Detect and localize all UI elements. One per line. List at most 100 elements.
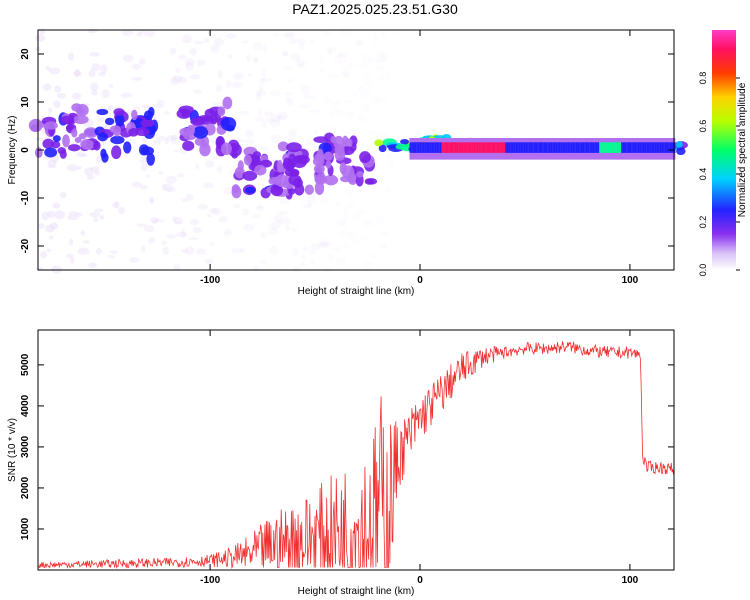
spectral-blob: [352, 212, 363, 221]
spectral-blob: [189, 74, 201, 80]
spectral-blob: [339, 162, 347, 175]
spectral-band-cell: [475, 142, 478, 153]
spectral-band-cell: [434, 142, 437, 153]
spectral-blob: [84, 167, 94, 177]
spectral-band-cell: [572, 142, 575, 153]
spectral-band-cell: [495, 142, 498, 153]
spectral-band-cell: [607, 142, 610, 153]
spectral-band-cell: [627, 142, 631, 153]
spectral-blob: [161, 183, 168, 191]
spectral-blob: [339, 222, 350, 227]
spectral-blob: [207, 213, 212, 218]
spectral-blob: [152, 140, 162, 145]
spectral-band-cell: [466, 142, 469, 153]
snr-x-ticks: -100 0 100: [200, 330, 639, 586]
spectral-blob: [193, 126, 209, 139]
spectral-band-cell: [459, 142, 463, 153]
spectral-band-cell: [592, 142, 595, 153]
spectral-blob: [87, 28, 98, 34]
spectral-blob: [94, 208, 104, 213]
colorbar-gradient: [712, 30, 736, 270]
spectral-band-cell: [429, 142, 432, 153]
spectral-band-cell: [654, 142, 657, 153]
spectral-blob: [100, 64, 108, 74]
spectral-blob: [47, 210, 56, 219]
spectral-blob: [309, 243, 321, 251]
spectral-blob: [65, 254, 74, 258]
spectral-band-cell: [589, 142, 592, 153]
y-tick-label: 20: [20, 48, 31, 60]
colorbar-tick-label: 0.0: [698, 264, 708, 277]
spectral-blob: [267, 227, 278, 236]
y-tick-label: -10: [20, 190, 31, 205]
spectral-blob: [44, 121, 58, 130]
spectral-blob: [74, 68, 80, 78]
spectral-blob: [182, 140, 195, 152]
spectral-band-cell: [490, 142, 493, 153]
spectral-blob: [110, 135, 125, 145]
spectral-blob: [382, 245, 387, 252]
spectral-blob: [357, 209, 367, 213]
spectral-band-cell: [624, 142, 627, 153]
spectral-blob: [243, 223, 255, 232]
spectral-blob: [130, 77, 143, 81]
spectral-blob: [209, 241, 215, 246]
spectral-blob: [95, 247, 102, 255]
spectral-blob: [239, 247, 246, 254]
spectral-blob: [157, 99, 165, 106]
spectral-blob: [45, 66, 51, 71]
spectral-blob: [234, 125, 240, 130]
spectral-blob: [34, 147, 43, 158]
spectral-blob: [48, 67, 61, 75]
spectral-amplitude-blobs: [28, 27, 688, 274]
spectral-blob: [345, 202, 355, 208]
spectral-band-cell: [553, 142, 557, 153]
spectral-blob: [346, 172, 357, 183]
spectral-blob: [290, 52, 300, 60]
spectral-blob: [162, 246, 170, 256]
spectral-blob: [360, 90, 370, 99]
spectral-blob: [299, 84, 312, 93]
spectral-band-cell: [641, 142, 644, 153]
spectral-blob: [48, 235, 54, 240]
spectral-blob: [286, 142, 302, 153]
spectral-blob: [97, 117, 105, 122]
spectral-blob: [374, 139, 383, 147]
spectral-blob: [319, 55, 325, 64]
spectral-band-cell: [560, 142, 563, 153]
spectral-blob: [328, 111, 335, 116]
spectral-blob: [246, 138, 254, 145]
spectral-blob: [67, 52, 75, 61]
spectral-blob: [97, 132, 109, 142]
spectral-band-cell: [651, 142, 654, 153]
spectral-band-cell: [558, 142, 562, 153]
spectral-blob: [253, 57, 259, 64]
spectral-blob: [140, 119, 155, 127]
spectral-blob: [156, 135, 167, 142]
spectral-blob: [295, 155, 310, 165]
spectral-blob: [153, 104, 165, 108]
spectral-blob: [378, 144, 387, 153]
spectral-band-cell: [621, 142, 624, 153]
spectral-blob: [288, 98, 293, 107]
spectral-blob: [358, 62, 369, 68]
spectral-blob: [353, 240, 362, 244]
spectral-blob: [317, 241, 329, 249]
spectral-blob: [269, 119, 281, 128]
spectral-blob: [284, 168, 300, 177]
spectral-blob: [66, 124, 74, 131]
spectral-blob: [261, 120, 267, 129]
spectral-blob: [252, 41, 264, 51]
spectral-blob: [301, 254, 306, 260]
spectral-blob: [141, 104, 152, 108]
x-tick-label: 0: [417, 275, 423, 286]
spectral-blob: [324, 174, 339, 186]
spectral-band-cell: [567, 142, 570, 153]
spectral-blob: [313, 129, 319, 135]
spectral-blob: [295, 56, 301, 62]
spectral-band-cell: [639, 142, 642, 153]
spectral-blob: [81, 139, 95, 150]
spectral-blob: [185, 246, 195, 255]
spectral-band-cell: [616, 142, 619, 153]
spectral-blob: [96, 108, 109, 116]
